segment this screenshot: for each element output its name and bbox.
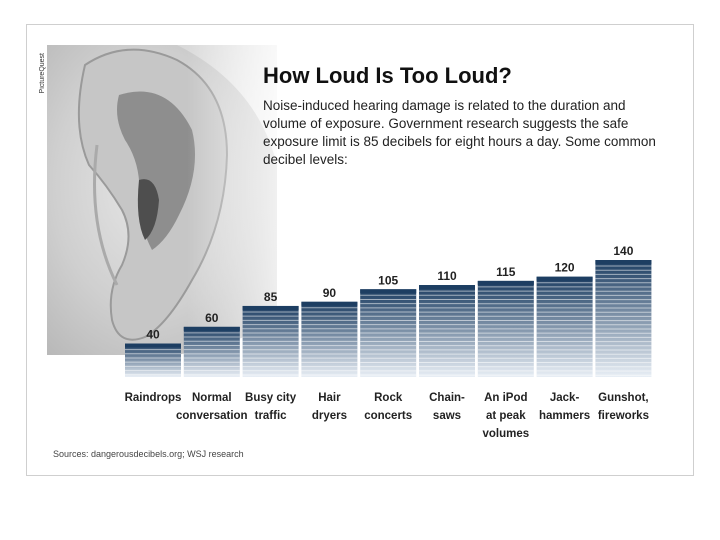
bar-4	[360, 289, 417, 377]
value-label-1: 60	[205, 311, 219, 325]
bar-1	[183, 326, 240, 377]
value-label-5: 110	[437, 269, 457, 283]
infographic-card: PictureQuest How Loud Is Too Loud? Noise…	[26, 24, 694, 476]
source-note: Sources: dangerousdecibels.org; WSJ rese…	[53, 449, 244, 459]
bar-6	[477, 280, 534, 377]
category-label-6: An iPod at peak volumes	[482, 392, 529, 440]
value-label-6: 115	[496, 265, 516, 279]
category-label-1: Normal conversation	[176, 392, 248, 422]
bar-0	[125, 343, 181, 377]
bar-3	[301, 301, 358, 377]
bar-2	[242, 305, 299, 377]
category-label-8: Gunshot, fireworks	[598, 392, 649, 422]
value-label-4: 105	[378, 273, 398, 287]
category-label-2: Busy city traffic	[245, 392, 297, 422]
category-label-4: Rock concerts	[364, 392, 412, 422]
value-label-3: 90	[323, 286, 337, 300]
category-label-7: Jack-hammers	[539, 392, 590, 422]
value-label-2: 85	[264, 290, 278, 304]
chart-subtitle: Noise-induced hearing damage is related …	[263, 98, 656, 167]
category-label-5: Chain-saws	[429, 392, 465, 422]
value-label-8: 140	[613, 244, 633, 258]
bar-8	[595, 260, 652, 377]
bar-7	[536, 276, 593, 377]
category-label-3: Hair dryers	[312, 392, 347, 422]
bar-5	[419, 285, 475, 377]
bar-chart: 40 60 85 90 105 110 115 120 140 Raindrops Normal c…	[125, 244, 652, 440]
category-label-0: Raindrops	[125, 392, 182, 404]
value-label-7: 120	[555, 261, 575, 275]
value-label-0: 40	[146, 328, 160, 342]
chart-title: How Loud Is Too Loud?	[263, 63, 512, 88]
